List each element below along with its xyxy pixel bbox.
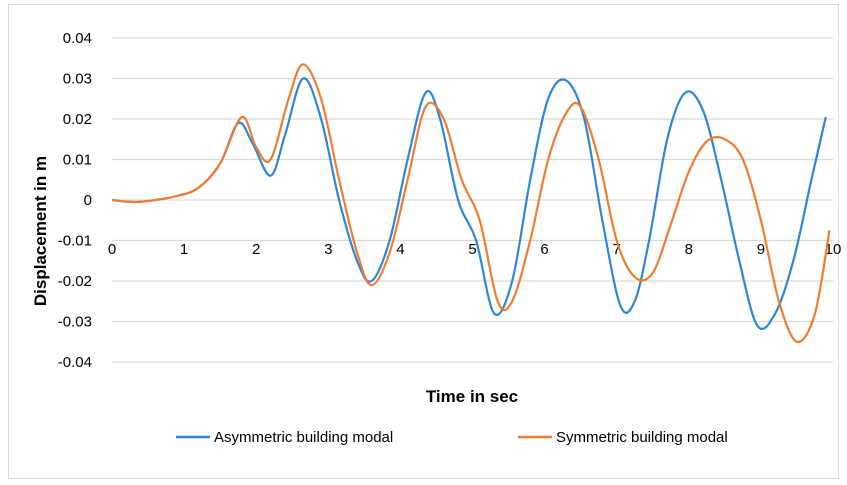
- x-tick-label: 8: [685, 241, 693, 258]
- x-axis-title: Time in sec: [426, 387, 518, 406]
- y-tick-label: 0: [84, 192, 92, 209]
- legend-label: Asymmetric building modal: [214, 429, 393, 446]
- y-tick-label: 0.02: [63, 111, 92, 128]
- x-tick-label: 0: [108, 241, 116, 258]
- x-tick-labels: 0 1 2 3 4 5 6 7 8 9 10: [108, 241, 842, 258]
- x-tick-label: 6: [540, 241, 548, 258]
- x-tick-label: 4: [396, 241, 404, 258]
- x-tick-label: 5: [468, 241, 476, 258]
- x-tick-label: 3: [324, 241, 332, 258]
- legend: Asymmetric building modal Symmetric build…: [176, 429, 728, 446]
- series-line-symmetric: [112, 64, 829, 342]
- x-tick-label: 2: [252, 241, 260, 258]
- x-tick-label: 9: [757, 241, 765, 258]
- y-tick-label: -0.03: [58, 314, 92, 331]
- y-tick-labels: 0.04 0.03 0.02 0.01 0 -0.01 -0.02 -0.03 -0.04: [58, 30, 92, 371]
- y-tick-label: -0.02: [58, 273, 92, 290]
- legend-label: Symmetric building modal: [556, 429, 728, 446]
- y-tick-label: 0.03: [63, 71, 92, 88]
- y-tick-label: -0.01: [58, 233, 92, 250]
- y-tick-label: 0.01: [63, 152, 92, 169]
- y-axis-title: Displacement in m: [31, 156, 50, 306]
- x-tick-label: 1: [180, 241, 188, 258]
- y-tick-label: -0.04: [58, 354, 92, 371]
- series-lines: [112, 64, 829, 342]
- y-tick-label: 0.04: [63, 30, 92, 47]
- series-line-asymmetric: [112, 78, 826, 329]
